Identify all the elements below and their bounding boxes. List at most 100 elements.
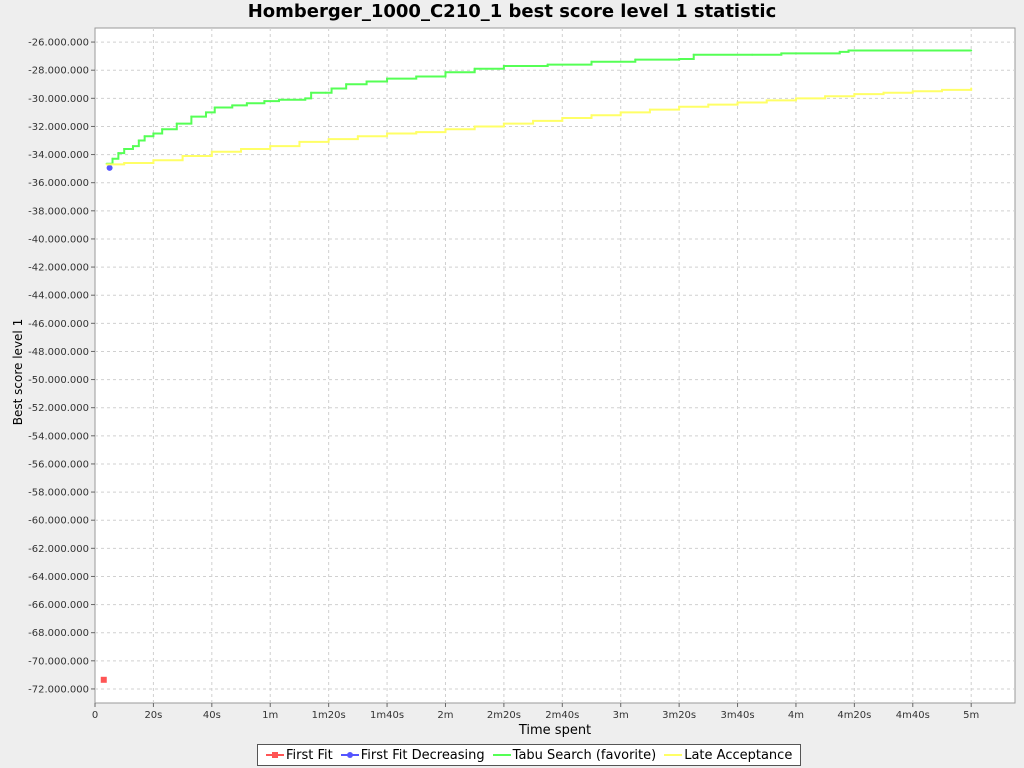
y-tick-label: -58.000.000 xyxy=(28,488,89,499)
data-point-tabu-search-favorite xyxy=(838,50,841,53)
legend-item-first-fit: First Fit xyxy=(266,748,333,763)
y-tick-label: -72.000.000 xyxy=(28,684,89,695)
data-point-late-acceptance xyxy=(269,145,272,148)
y-tick-label: -38.000.000 xyxy=(28,206,89,217)
x-tick-label: 2m xyxy=(437,710,453,721)
data-point-tabu-search-favorite xyxy=(692,53,695,56)
y-tick-label: -56.000.000 xyxy=(28,459,89,470)
data-point-tabu-search-favorite xyxy=(590,60,593,63)
data-point-late-acceptance xyxy=(765,99,768,102)
data-point-tabu-search-favorite xyxy=(415,75,418,78)
data-point-tabu-search-favorite xyxy=(502,64,505,67)
data-point-tabu-search-favorite xyxy=(780,52,783,55)
y-tick-label: -70.000.000 xyxy=(28,656,89,667)
data-point-tabu-search-favorite xyxy=(263,100,266,103)
legend-swatch-late-acceptance xyxy=(664,754,683,756)
data-point-late-acceptance xyxy=(882,91,885,94)
legend-swatch-tabu-search-favorite xyxy=(492,754,511,756)
data-point-tabu-search-favorite xyxy=(365,80,368,83)
data-point-tabu-search-favorite xyxy=(175,122,178,125)
legend: First Fit First Fit Decreasing Tabu Search… xyxy=(257,744,802,766)
y-tick-label: -30.000.000 xyxy=(28,94,89,105)
legend-swatch-first-fit xyxy=(266,752,284,758)
y-tick-label: -36.000.000 xyxy=(28,178,89,189)
data-point-tabu-search-favorite xyxy=(546,63,549,66)
x-tick-label: 1m xyxy=(262,710,278,721)
x-tick-label: 2m40s xyxy=(545,710,579,721)
data-point-late-acceptance xyxy=(648,108,651,111)
data-point-tabu-search-favorite xyxy=(330,87,333,90)
x-tick-label: 40s xyxy=(203,710,221,721)
data-point-tabu-search-favorite xyxy=(278,98,280,101)
data-point-late-acceptance xyxy=(824,95,827,98)
data-point-late-acceptance xyxy=(356,135,359,138)
y-tick-label: -54.000.000 xyxy=(28,431,89,442)
data-point-late-acceptance xyxy=(123,162,126,164)
x-tick-label: 2m20s xyxy=(487,710,521,721)
legend-swatch-first-fit-decreasing xyxy=(340,752,359,758)
data-point-tabu-search-favorite xyxy=(161,128,164,131)
data-point-tabu-search-favorite xyxy=(190,115,193,118)
legend-item-tabu-search-favorite: Tabu Search (favorite) xyxy=(492,747,657,763)
y-tick-label: -60.000.000 xyxy=(28,516,89,527)
plot-background xyxy=(94,27,1016,704)
chart-title: Homberger_1000_C210_1 best score level 1… xyxy=(247,1,777,22)
data-point-tabu-search-favorite xyxy=(324,91,327,94)
data-point-tabu-search-favorite xyxy=(152,132,155,135)
data-point-late-acceptance xyxy=(502,122,505,125)
data-point-tabu-search-favorite xyxy=(213,106,216,109)
data-point-first-fit-decreasing xyxy=(106,164,113,171)
x-tick-label: 3m40s xyxy=(721,710,755,721)
x-tick-label: 4m xyxy=(788,710,804,721)
data-point-late-acceptance xyxy=(940,88,943,91)
data-point-late-acceptance xyxy=(736,101,739,104)
y-tick-label: -48.000.000 xyxy=(28,347,89,358)
data-point-tabu-search-favorite xyxy=(245,102,248,105)
legend-label: Late Acceptance xyxy=(684,747,793,763)
data-point-tabu-search-favorite xyxy=(143,135,146,138)
y-tick-label: -26.000.000 xyxy=(28,38,89,49)
data-point-late-acceptance xyxy=(853,93,856,96)
data-point-tabu-search-favorite xyxy=(444,71,447,74)
data-point-tabu-search-favorite xyxy=(131,145,134,148)
x-tick-label: 4m40s xyxy=(896,710,930,721)
data-point-tabu-search-favorite xyxy=(137,139,140,142)
legend-label: First Fit xyxy=(286,747,333,763)
x-tick-label: 1m40s xyxy=(370,710,404,721)
data-point-tabu-search-favorite xyxy=(310,91,313,94)
data-point-late-acceptance xyxy=(105,163,108,166)
y-tick-label: -44.000.000 xyxy=(28,291,89,302)
y-tick-label: -62.000.000 xyxy=(28,544,89,555)
data-point-late-acceptance xyxy=(415,131,418,134)
data-point-tabu-search-favorite xyxy=(204,111,207,114)
data-point-late-acceptance xyxy=(210,150,213,153)
y-tick-label: -28.000.000 xyxy=(28,66,89,77)
data-point-late-acceptance xyxy=(444,128,447,131)
data-point-tabu-search-favorite xyxy=(970,49,973,52)
legend-label: Tabu Search (favorite) xyxy=(512,747,657,763)
data-point-tabu-search-favorite xyxy=(386,77,389,80)
data-point-late-acceptance xyxy=(561,117,564,119)
data-point-late-acceptance xyxy=(911,90,914,93)
data-point-late-acceptance xyxy=(240,147,243,150)
data-point-late-acceptance xyxy=(619,111,622,114)
data-point-late-acceptance xyxy=(678,105,681,108)
data-point-tabu-search-favorite xyxy=(751,53,754,56)
data-point-late-acceptance xyxy=(473,125,476,128)
data-point-tabu-search-favorite xyxy=(634,58,637,61)
y-tick-label: -40.000.000 xyxy=(28,234,89,245)
data-point-late-acceptance xyxy=(181,154,184,157)
y-tick-label: -46.000.000 xyxy=(28,319,89,330)
data-point-tabu-search-favorite xyxy=(345,83,348,86)
y-tick-label: -32.000.000 xyxy=(28,122,89,133)
x-tick-label: 20s xyxy=(144,710,162,721)
y-axis-label: Best score level 1 xyxy=(11,319,25,425)
x-tick-label: 5m xyxy=(963,710,979,721)
series-layer xyxy=(100,49,973,683)
y-tick-label: -68.000.000 xyxy=(28,628,89,639)
y-tick-label: -64.000.000 xyxy=(28,572,89,583)
y-tick-label: -50.000.000 xyxy=(28,375,89,386)
data-point-tabu-search-favorite xyxy=(111,157,114,160)
x-tick-label: 1m20s xyxy=(312,710,346,721)
data-point-tabu-search-favorite xyxy=(678,57,681,60)
